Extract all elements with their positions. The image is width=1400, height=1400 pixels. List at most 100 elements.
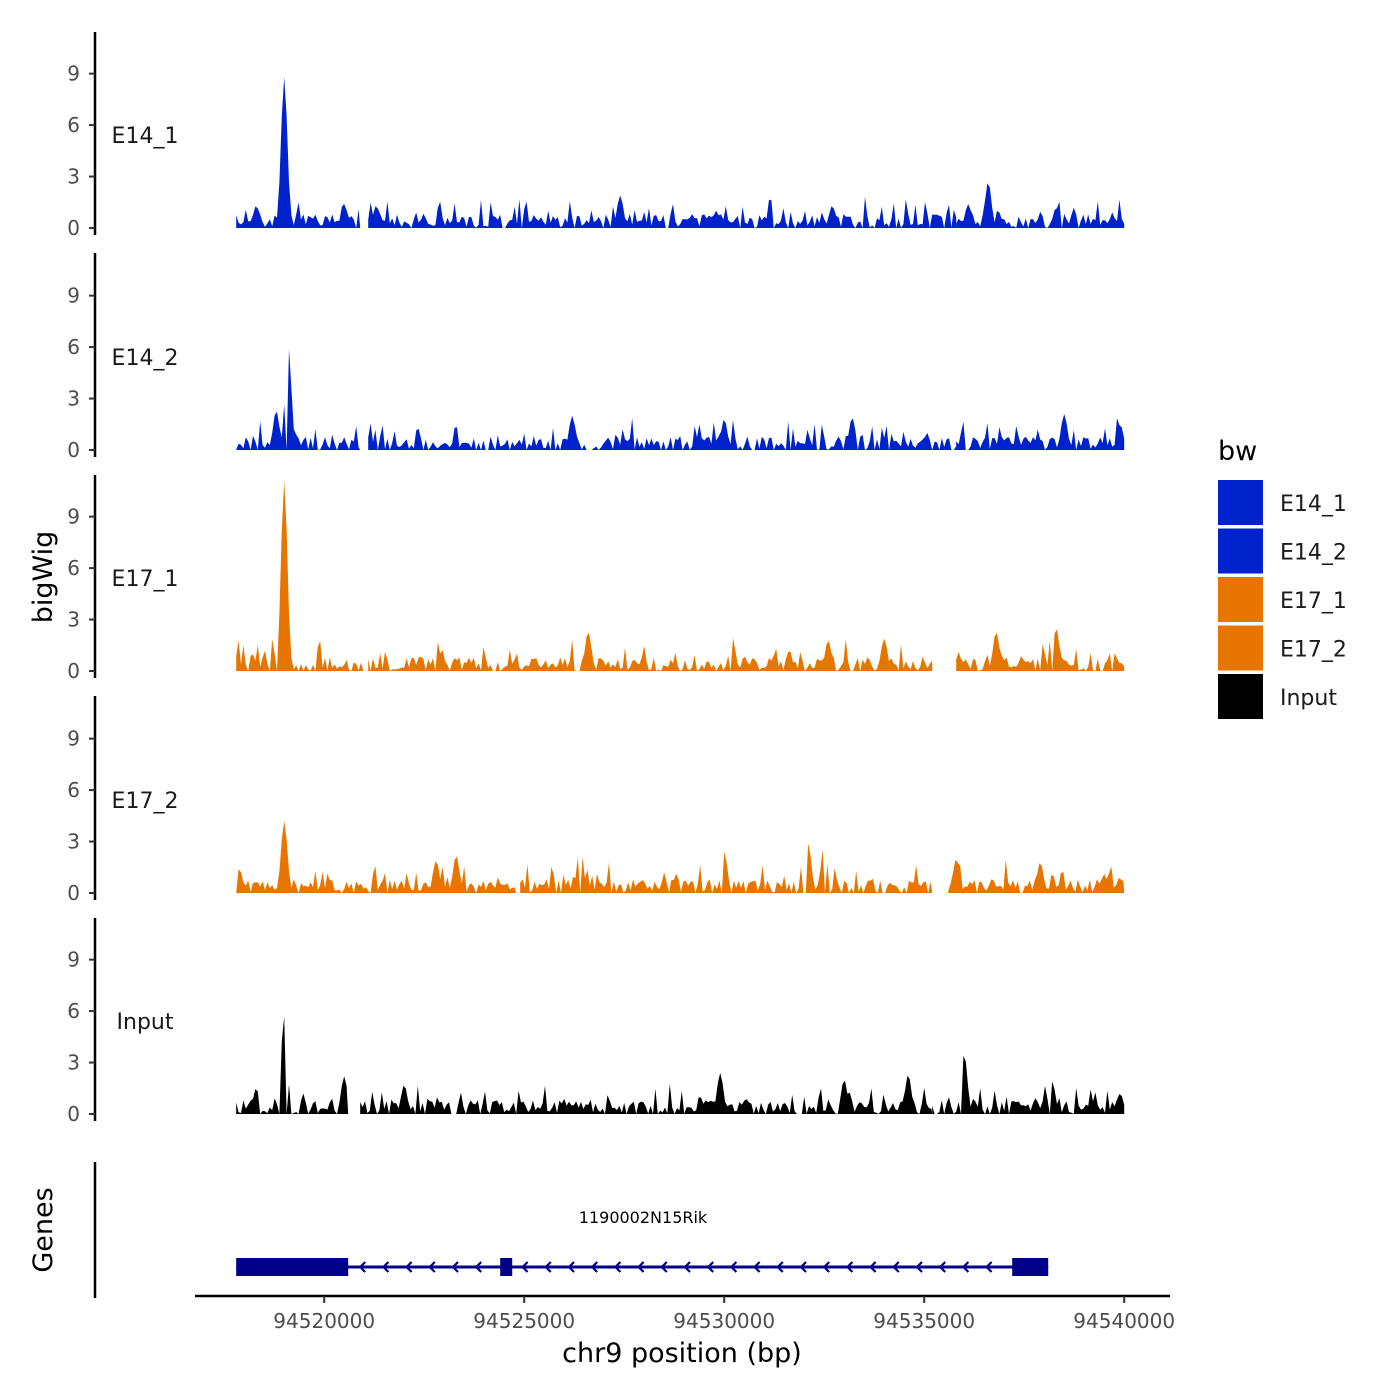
legend-label: E14_2	[1280, 541, 1347, 566]
y-tick-label: 6	[67, 335, 80, 359]
strand-arrow	[961, 1261, 970, 1273]
y-tick-label: 6	[67, 999, 80, 1023]
track-label: Input	[117, 1010, 174, 1035]
legend-label: Input	[1280, 686, 1337, 711]
signal-area-Input	[236, 1016, 349, 1114]
y-tick-label: 3	[67, 387, 80, 411]
strand-arrow	[637, 1261, 645, 1273]
strand-arrow	[869, 1261, 877, 1273]
y-tick-label: 0	[67, 438, 80, 462]
signal-area-E14_1	[236, 77, 361, 228]
strand-arrow	[474, 1261, 482, 1273]
legend-swatch-Input	[1218, 674, 1263, 719]
legend-label: E14_1	[1280, 492, 1347, 517]
legend-label: E17_2	[1280, 638, 1347, 663]
y-tick-label: 0	[67, 881, 80, 905]
x-tick-label: 94540000	[1073, 1309, 1175, 1333]
strand-arrow	[706, 1261, 714, 1273]
legend-swatch-E17_2	[1218, 625, 1263, 671]
y-tick-label: 3	[67, 1051, 80, 1075]
y-tick-label: 6	[67, 556, 80, 580]
strand-arrow	[799, 1261, 807, 1273]
legend-swatch-E14_2	[1218, 528, 1263, 574]
track-label: E14_1	[112, 124, 179, 149]
legend-swatch-E14_1	[1218, 480, 1263, 525]
x-tick-label: 94525000	[473, 1309, 575, 1333]
strand-arrow	[938, 1261, 946, 1273]
gene-exon	[236, 1258, 349, 1276]
y-tick-label: 3	[67, 830, 80, 854]
y-tick-label: 3	[67, 165, 80, 189]
gene-panel: Genes 1190002N15Rik	[28, 1162, 1049, 1298]
signal-area-E17_1	[236, 480, 365, 671]
signal-area-Input	[932, 1055, 1125, 1114]
signal-area-E14_1	[956, 183, 1125, 228]
strand-arrow	[753, 1261, 761, 1273]
signal-area-E17_2	[520, 843, 933, 893]
y-tick-label: 9	[67, 727, 80, 751]
strand-arrow	[660, 1261, 668, 1273]
signal-area-E17_2	[948, 859, 1125, 893]
x-axis-title: chr9 position (bp)	[562, 1338, 802, 1369]
strand-arrow	[892, 1261, 900, 1273]
signal-tracks: 0 3 6 9 E14_1 0 3 6 9 E14_2 0 3 6 9 E17_1 0 3 6 9 E17_2 0 3 6 9…	[67, 32, 1125, 1126]
strand-arrow	[590, 1261, 598, 1273]
strand-arrow	[405, 1261, 413, 1273]
y-tick-label: 6	[67, 778, 80, 802]
x-tick-label: 94535000	[873, 1309, 975, 1333]
x-axis-ticks: 94520000 94525000 94530000 94535000 94540000	[273, 1296, 1175, 1333]
y-tick-label: 9	[67, 948, 80, 972]
track-label: E17_1	[112, 567, 179, 592]
gene-model	[236, 1258, 1049, 1276]
signal-area-E14_2	[236, 348, 361, 450]
legend-swatch-E17_1	[1218, 577, 1263, 622]
strand-arrow	[521, 1261, 529, 1273]
strand-arrow	[683, 1261, 691, 1273]
track-E17_2: 0 3 6 9 E17_2	[67, 696, 1125, 905]
strand-arrow	[915, 1261, 923, 1273]
strand-arrow	[544, 1261, 552, 1273]
signal-area-E14_2	[956, 414, 1125, 450]
gene-exon	[1012, 1258, 1049, 1276]
signal-area-E17_2	[236, 821, 517, 893]
signal-area-E14_2	[368, 415, 957, 450]
y-axis-title: bigWig	[28, 531, 59, 624]
y-tick-label: 0	[67, 1102, 80, 1126]
x-axis: 94520000 94525000 94530000 94535000 94540000…	[195, 1294, 1175, 1369]
y-tick-label: 9	[67, 505, 80, 529]
strand-arrow	[776, 1261, 784, 1273]
strand-arrow	[381, 1261, 390, 1273]
x-tick-label: 94530000	[673, 1309, 775, 1333]
signal-area-E17_1	[956, 629, 1125, 671]
strand-arrow	[822, 1261, 830, 1273]
signal-area-E17_1	[368, 632, 933, 671]
strand-arrow	[845, 1261, 854, 1273]
strand-arrow	[358, 1261, 366, 1273]
track-label: E17_2	[112, 789, 179, 814]
gene-name-label: 1190002N15Rik	[579, 1208, 708, 1227]
strand-arrow	[567, 1261, 575, 1273]
x-tick-label: 94520000	[273, 1309, 375, 1333]
legend-title: bw	[1218, 436, 1257, 467]
strand-arrow	[613, 1261, 622, 1273]
gene-exon	[500, 1258, 513, 1276]
strand-arrow	[985, 1261, 993, 1273]
signal-area-Input	[360, 1072, 933, 1114]
y-tick-label: 0	[67, 216, 80, 240]
signal-area-E14_1	[368, 195, 957, 228]
gene-panel-title: Genes	[28, 1187, 59, 1272]
legend: bw E14_1 E14_2 E17_1 E17_2 Input	[1218, 436, 1347, 719]
strand-arrow	[428, 1261, 436, 1273]
track-Input: 0 3 6 9 Input	[67, 918, 1125, 1126]
y-tick-label: 9	[67, 62, 80, 86]
track-E14_1: 0 3 6 9 E14_1	[67, 32, 1125, 240]
track-label: E14_2	[112, 346, 179, 371]
strand-arrow	[451, 1261, 459, 1273]
y-tick-label: 6	[67, 113, 80, 137]
legend-items: E14_1 E14_2 E17_1 E17_2 Input	[1218, 480, 1347, 719]
y-tick-label: 9	[67, 284, 80, 308]
y-tick-label: 0	[67, 659, 80, 683]
legend-label: E17_1	[1280, 589, 1347, 614]
track-E17_1: 0 3 6 9 E17_1	[67, 475, 1125, 683]
